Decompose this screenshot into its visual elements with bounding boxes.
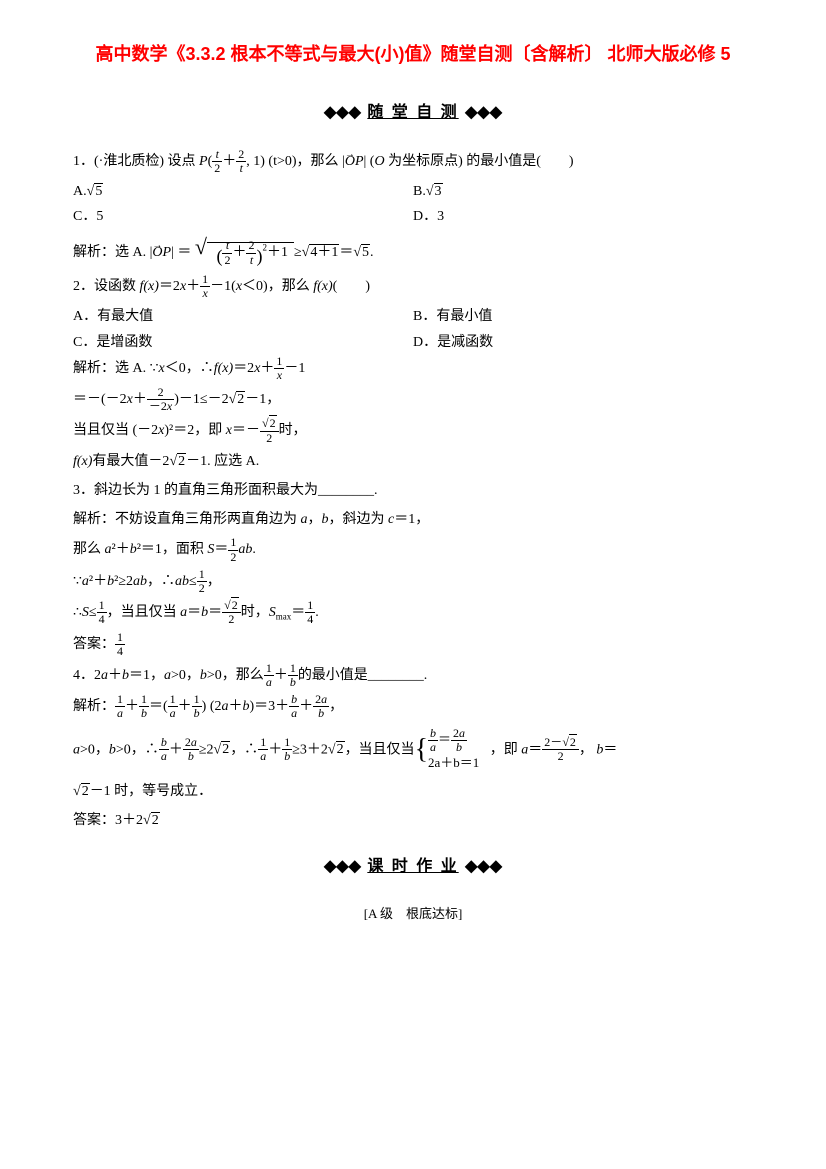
q3-answer: 答案：14 xyxy=(73,631,753,658)
banner-text-1: 随 堂 自 测 xyxy=(367,104,458,121)
q3-sol-2: 那么 a²＋b²＝1，面积 S＝12ab. xyxy=(73,536,753,563)
q4-sol-2: a>0，b>0，∴ba＋2ab≥2√2，∴1a＋1b≥3＋2√2，当且仅当{ba… xyxy=(73,725,753,775)
q1-optD: D．3 xyxy=(413,204,753,229)
deco-left: ◆◆◆ xyxy=(324,104,361,121)
q1-optC: C．5 xyxy=(73,204,413,229)
question-4: 4．2a＋b＝1，a>0，b>0，那么1a＋1b的最小值是________. xyxy=(73,662,753,689)
q3-sol-3: ∵a²＋b²≥2ab，∴ab≤12， xyxy=(73,568,753,595)
q2-optC: C．是增函数 xyxy=(73,330,413,355)
q2-sol-1: 解析：选 A. ∵x＜0，∴f(x)＝2x＋1x－1 xyxy=(73,355,753,382)
q4-answer: 答案：3＋2√2 xyxy=(73,808,753,833)
q2-sol-4: f(x)有最大值－2√2－1. 应选 A. xyxy=(73,449,753,474)
deco-left-2: ◆◆◆ xyxy=(324,858,361,875)
q4-sol-3: √2－1 时，等号成立． xyxy=(73,779,753,804)
q2-optA: A．有最大值 xyxy=(73,304,413,329)
banner-text-2: 课 时 作 业 xyxy=(367,858,458,875)
question-2: 2．设函数 f(x)＝2x＋1x－1(x＜0)，那么 f(x)( ) xyxy=(73,273,753,300)
q2-sol-3: 当且仅当 (－2x)²＝2，即 x＝－√22时， xyxy=(73,417,753,444)
q1-optB: B.√3 xyxy=(413,179,753,204)
section-banner-1: ◆◆◆ 随 堂 自 测 ◆◆◆ xyxy=(73,99,753,128)
q3-sol-1: 解析：不妨设直角三角形两直角边为 a，b，斜边为 c＝1， xyxy=(73,507,753,532)
q3-sol-4: ∴S≤14，当且仅当 a＝b＝√22时，Smax＝14. xyxy=(73,599,753,626)
q2-optB: B．有最小值 xyxy=(413,304,753,329)
q2-options: A．有最大值 B．有最小值 C．是增函数 D．是减函数 xyxy=(73,304,753,354)
q1-solution: 解析：选 A. |OP| ＝ √ (t2＋2t)2＋1≥√4＋1＝√5. xyxy=(73,229,753,269)
deco-right-2: ◆◆◆ xyxy=(465,858,502,875)
q2-sol-2: ＝－(－2x＋2－2x)－1≤－2√2－1， xyxy=(73,386,753,413)
deco-right: ◆◆◆ xyxy=(465,104,502,121)
question-1: 1．(·淮北质检) 设点 P(t2＋2t, 1) (t>0)，那么 |OP| (… xyxy=(73,148,753,175)
q1-optA: A.√5 xyxy=(73,179,413,204)
q2-optD: D．是减函数 xyxy=(413,330,753,355)
q1-options: A.√5 B.√3 C．5 D．3 xyxy=(73,179,753,229)
q4-sol-1: 解析：1a＋1b＝(1a＋1b) (2a＋b)＝3＋ba＋2ab， xyxy=(73,693,753,720)
doc-title: 高中数学《3.3.2 根本不等式与最大(小)值》随堂自测〔含解析〕 北师大版必修… xyxy=(73,40,753,69)
section-banner-2: ◆◆◆ 课 时 作 业 ◆◆◆ xyxy=(73,853,753,882)
subtitle: [A 级 根底达标] xyxy=(73,902,753,925)
question-3: 3．斜边长为 1 的直角三角形面积最大为________. xyxy=(73,478,753,503)
